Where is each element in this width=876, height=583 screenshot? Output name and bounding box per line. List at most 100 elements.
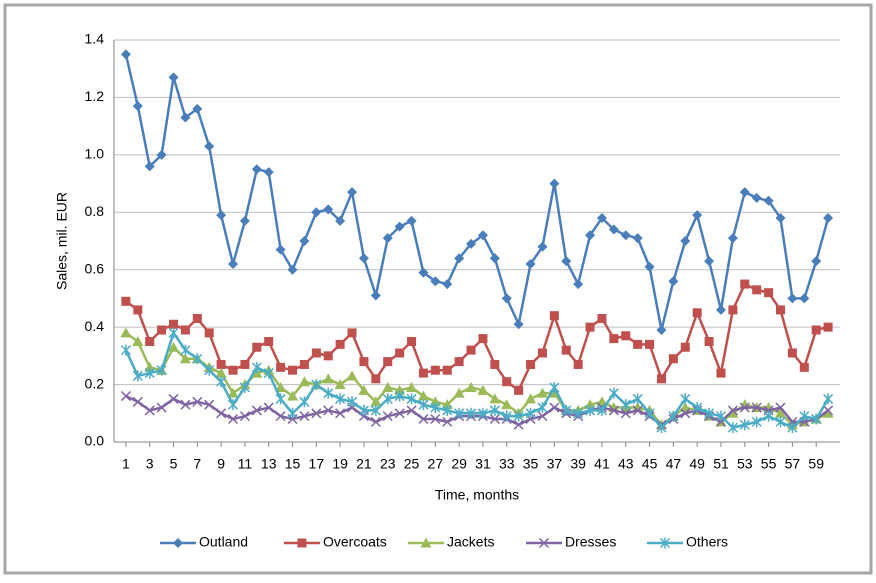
data-point — [132, 370, 143, 382]
data-point — [132, 396, 143, 407]
x-tick-label: 17 — [309, 456, 325, 472]
data-point — [501, 293, 512, 304]
data-point — [465, 381, 477, 392]
data-point — [632, 393, 643, 405]
data-point — [299, 359, 309, 369]
data-point — [501, 410, 512, 422]
data-point — [239, 381, 250, 393]
series-line — [124, 54, 830, 332]
data-point — [168, 327, 179, 339]
data-point — [252, 342, 262, 352]
data-point — [525, 393, 537, 404]
data-point — [811, 256, 822, 267]
data-point — [395, 348, 405, 358]
data-point — [477, 407, 488, 419]
data-point — [382, 411, 393, 422]
data-point — [454, 253, 465, 264]
data-point — [764, 288, 774, 298]
x-tick-label: 49 — [689, 456, 705, 472]
data-point — [632, 402, 644, 413]
data-point — [442, 279, 453, 290]
data-point — [668, 354, 678, 364]
x-tick-label: 25 — [404, 456, 420, 472]
data-point — [144, 405, 155, 416]
data-point — [585, 322, 595, 332]
data-point — [454, 407, 465, 419]
data-point — [276, 362, 286, 372]
data-point — [299, 411, 310, 422]
data-point — [358, 404, 369, 416]
data-point — [240, 359, 250, 369]
data-point — [549, 381, 560, 393]
data-point — [525, 258, 536, 269]
data-point — [549, 178, 560, 189]
data-point — [144, 161, 155, 172]
data-point — [573, 359, 583, 369]
data-point — [549, 311, 559, 321]
data-point — [287, 407, 298, 419]
x-tick-label: 57 — [785, 456, 801, 472]
data-point — [251, 164, 262, 175]
data-point — [406, 215, 417, 226]
data-point — [275, 244, 286, 255]
x-tick-label: 39 — [570, 456, 586, 472]
data-point — [168, 393, 179, 404]
data-point — [394, 221, 405, 232]
data-point — [430, 413, 441, 425]
x-tick-label: 7 — [193, 456, 201, 472]
legend-label: Outland — [199, 534, 248, 550]
data-point — [179, 353, 191, 364]
data-point — [751, 402, 762, 413]
data-point — [263, 167, 274, 178]
data-point — [454, 357, 464, 367]
data-point — [644, 261, 655, 272]
data-point — [334, 379, 346, 390]
data-point — [204, 399, 215, 410]
data-point — [347, 187, 358, 198]
data-point — [645, 339, 655, 349]
legend-label: Overcoats — [323, 534, 387, 550]
data-point — [727, 422, 738, 434]
x-tick-label: 35 — [523, 456, 539, 472]
data-point — [192, 314, 202, 324]
x-tick-label: 19 — [332, 456, 348, 472]
data-point — [680, 342, 690, 352]
data-point — [526, 359, 536, 369]
data-point — [787, 422, 798, 434]
x-tick-label: 5 — [170, 456, 178, 472]
data-point — [311, 408, 322, 419]
data-point — [120, 49, 131, 60]
data-point — [727, 407, 739, 418]
data-point — [370, 290, 381, 301]
data-point — [787, 348, 797, 358]
x-tick-label: 41 — [594, 456, 610, 472]
data-point — [608, 387, 619, 399]
data-point — [157, 325, 167, 335]
data-point — [715, 304, 726, 315]
data-point — [323, 387, 334, 399]
data-point — [822, 407, 834, 418]
data-point — [145, 337, 155, 346]
data-point — [358, 384, 370, 395]
data-point — [358, 253, 369, 264]
y-tick-label: 0.6 — [85, 260, 105, 276]
data-point — [477, 384, 489, 395]
data-point — [418, 267, 429, 278]
data-point — [430, 276, 441, 287]
y-tick-label: 1.4 — [85, 31, 105, 47]
data-point — [121, 296, 131, 306]
y-tick-label: 1.2 — [85, 88, 105, 104]
data-point — [537, 402, 548, 414]
data-point — [513, 410, 524, 422]
data-point — [525, 407, 536, 419]
data-point — [823, 405, 834, 416]
data-point — [430, 365, 440, 375]
data-point — [608, 224, 619, 235]
data-point — [774, 407, 786, 418]
data-point — [668, 276, 679, 287]
data-point — [394, 390, 405, 402]
data-point — [644, 407, 655, 419]
data-point — [287, 264, 298, 275]
data-point — [632, 233, 643, 244]
data-point — [549, 402, 560, 413]
